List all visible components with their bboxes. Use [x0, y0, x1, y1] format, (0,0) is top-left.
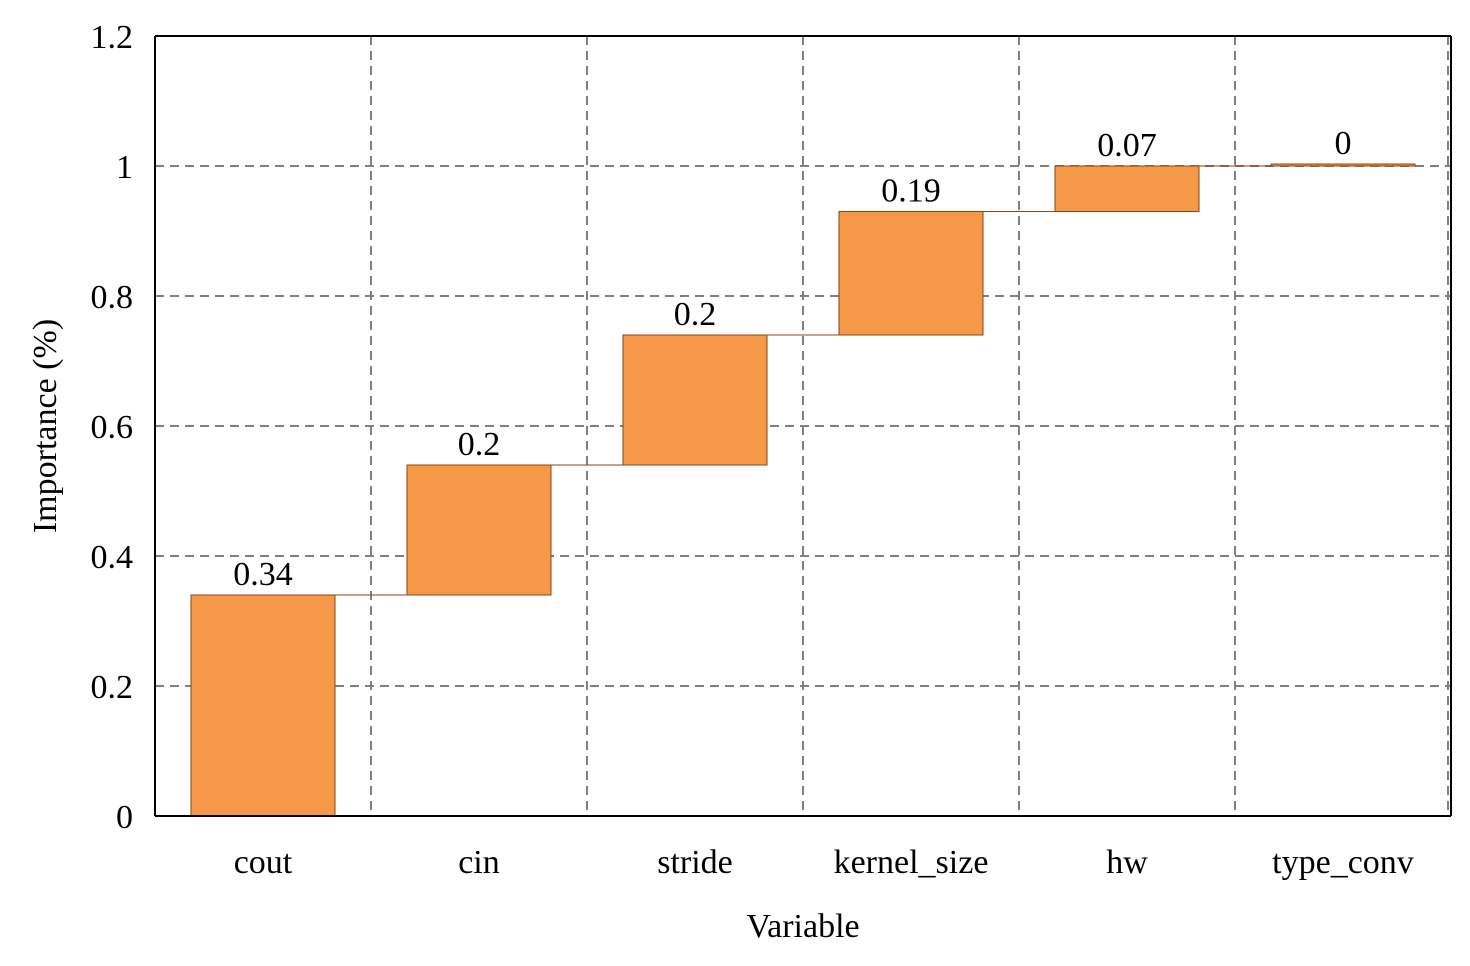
x-tick-label-hw: hw: [1106, 844, 1148, 881]
data-label-hw: 0.07: [1097, 127, 1157, 164]
plot-frame: [154, 35, 1452, 817]
bar-cin: [406, 464, 552, 596]
bar-type_conv: [1270, 163, 1416, 167]
bar-cout: [190, 594, 336, 817]
y-tick-label: 0: [116, 799, 133, 836]
x-tick-label-stride: stride: [657, 844, 733, 881]
x-tick-label-kernel_size: kernel_size: [834, 844, 989, 881]
x-axis-ticks: cout cin stride kernel_size hw type_conv: [234, 844, 1414, 881]
y-tick-label: 0.8: [91, 279, 134, 316]
grid-lines: [155, 35, 1451, 816]
data-label-cin: 0.2: [458, 426, 501, 463]
y-axis-ticks: 0 0.2 0.4 0.6 0.8 1 1.2: [91, 19, 134, 836]
x-tick-label-cout: cout: [234, 844, 293, 881]
y-tick-label: 0.4: [91, 539, 134, 576]
y-tick-label: 0.2: [91, 669, 134, 706]
data-label-stride: 0.2: [674, 296, 717, 333]
bar-hw: [1054, 165, 1200, 212]
data-labels: 0.34 0.2 0.2 0.19 0.07 0: [233, 125, 1351, 593]
data-label-kernel_size: 0.19: [881, 173, 941, 210]
y-tick-label: 1: [116, 149, 133, 186]
bar-connectors: [335, 165, 1271, 596]
x-tick-label-cin: cin: [458, 844, 500, 881]
y-axis-title: Importance (%): [27, 319, 64, 533]
data-label-type_conv: 0: [1335, 125, 1352, 162]
bars: [190, 163, 1416, 817]
bar-stride: [622, 334, 768, 466]
x-tick-label-type_conv: type_conv: [1272, 844, 1414, 881]
bar-kernel_size: [838, 211, 984, 336]
x-axis-title: Variable: [746, 908, 859, 945]
y-tick-label: 0.6: [91, 409, 134, 446]
data-label-cout: 0.34: [233, 556, 293, 593]
y-tick-label: 1.2: [91, 19, 134, 56]
